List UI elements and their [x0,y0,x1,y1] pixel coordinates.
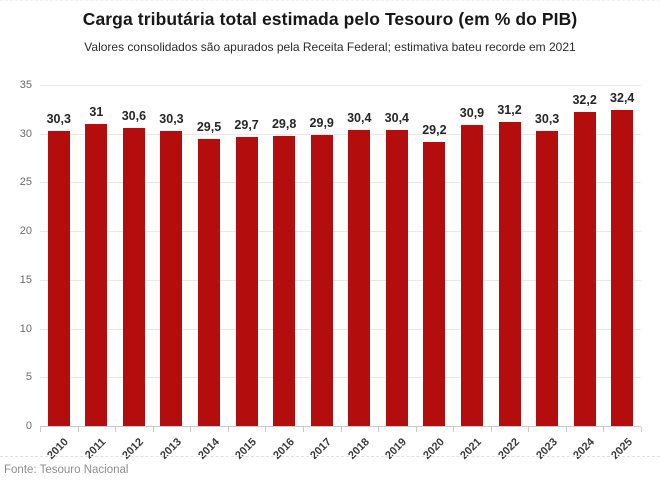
bar-value-label: 30,4 [347,110,372,125]
y-tick-label: 15 [19,273,32,286]
x-tick-label: 2018 [345,436,372,462]
bar-value-label: 31 [89,104,104,119]
bar-value-label: 29,8 [271,116,297,131]
bar-value-label: 29,9 [309,115,334,130]
x-tick-label: 2010 [45,436,72,462]
bar [348,129,371,426]
chart-subtitle: Valores consolidados são apurados pela R… [84,40,576,54]
x-axis-tick [641,427,642,432]
x-tick-label: 2012 [120,436,147,462]
bar [47,130,70,426]
x-axis-tick [490,427,492,432]
x-tick-label: 2011 [83,436,109,462]
bar-value-label: 29,5 [196,119,222,134]
y-tick-label: 25 [19,176,32,189]
x-axis-tick [190,427,192,432]
bar-value-label: 32,2 [572,93,597,108]
y-tick-label: 5 [25,371,32,384]
x-tick-label: 2013 [158,436,184,462]
bar-value-label: 30,6 [121,108,147,123]
x-axis-tick [378,427,380,432]
x-axis-tick [115,427,117,432]
x-axis-tick [565,427,567,432]
bar [198,138,221,426]
gridline [40,377,641,379]
x-axis-tick [340,427,342,432]
bar [611,110,634,426]
x-axis-tick [453,427,455,432]
gridline [40,231,641,233]
gridline [40,182,641,184]
bar-value-label: 30,4 [384,110,410,125]
x-axis-tick [152,427,154,432]
bar-value-label: 30,3 [534,111,560,126]
x-axis-line [40,426,641,427]
x-tick-label: 2025 [608,436,635,462]
x-axis-tick [227,427,229,432]
gridline [40,133,641,135]
x-tick-label: 2014 [195,436,222,462]
bar-value-label: 30,3 [46,111,71,126]
x-tick-label: 2024 [571,436,598,462]
bar-value-label: 30,9 [459,105,485,120]
x-axis-tick [265,427,267,432]
bar-value-label: 30,3 [159,111,184,126]
bar-value-label: 29,7 [234,117,259,132]
bar [573,112,596,426]
y-tick-label: 30 [19,127,32,140]
bar-value-label: 31,2 [497,103,522,118]
bar [160,130,183,426]
bar-value-label: 29,2 [422,122,447,137]
bar [85,123,108,426]
bar [385,129,408,426]
x-tick-label: 2016 [270,436,297,462]
bar [273,135,296,426]
footer-divider [0,456,660,457]
chart-title: Carga tributária total estimada pelo Tes… [82,9,578,29]
x-axis-tick [302,427,304,432]
y-tick-label: 10 [19,322,32,335]
bar-value-label: 32,4 [610,91,635,106]
bar [310,134,333,426]
y-tick-label: 35 [19,79,32,91]
x-axis-tick [40,427,41,432]
y-tick-label: 20 [19,225,32,238]
x-tick-label: 2015 [233,436,260,462]
bar [536,130,559,426]
x-tick-label: 2021 [458,436,485,462]
bar [235,136,258,426]
x-tick-label: 2019 [383,436,410,462]
x-axis-tick [415,427,417,432]
gridline [40,279,641,281]
bar [498,122,521,426]
x-tick-label: 2022 [496,436,523,462]
bar [122,127,145,426]
x-axis-tick [528,427,530,432]
x-tick-label: 2023 [533,436,560,462]
gridline [40,328,641,330]
y-tick-label: 0 [25,420,32,432]
gridline [40,85,641,86]
source-note: Fonte: Tesouro Nacional [4,464,129,476]
bar [423,141,446,426]
bar [460,124,483,426]
x-tick-label: 2017 [308,436,335,462]
x-axis-tick [603,427,605,432]
x-axis-tick [77,427,79,432]
x-tick-label: 2020 [421,436,447,462]
